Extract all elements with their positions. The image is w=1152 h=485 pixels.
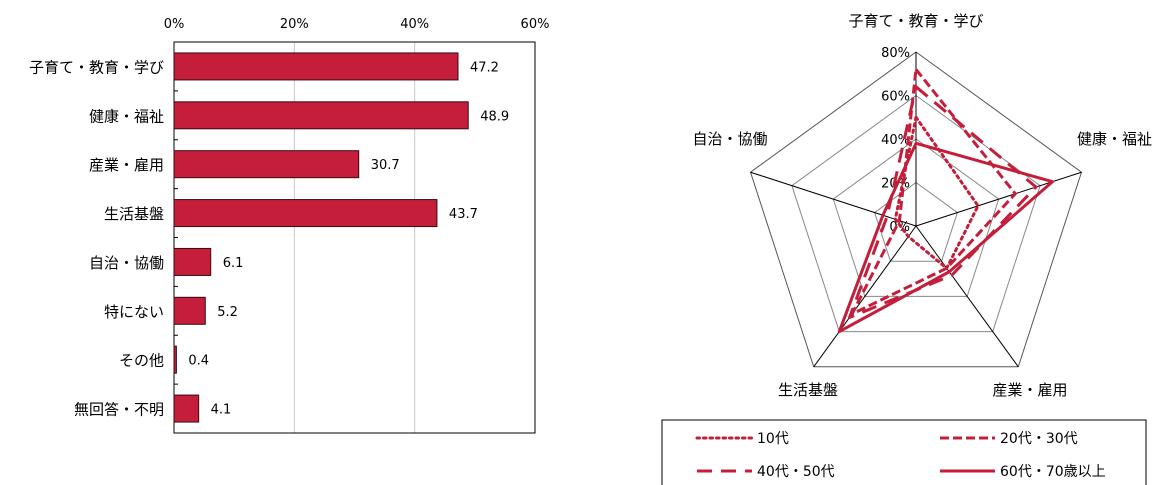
r-tick-label: 80% <box>881 46 910 61</box>
bar <box>173 199 438 228</box>
radar-series-line <box>850 67 1017 316</box>
x-tick-label: 60% <box>521 17 550 32</box>
radar-gridline <box>832 138 1000 297</box>
r-tick-label: 40% <box>881 133 910 148</box>
y-category-label: 自治・協働 <box>89 254 164 272</box>
y-category-label: その他 <box>119 352 164 370</box>
r-tick-label: 20% <box>881 177 910 192</box>
radar-spoke <box>915 171 1082 227</box>
radar-spoke <box>915 225 1019 368</box>
radar-spoke <box>813 225 917 368</box>
radar-axis-label: 健康・福祉 <box>1077 130 1152 148</box>
bar <box>173 52 459 81</box>
y-category-label: 無回答・不明 <box>74 401 164 419</box>
data-label: 30.7 <box>371 158 400 173</box>
r-tick-label: 60% <box>881 90 910 105</box>
radar-series-line <box>848 85 1038 319</box>
legend-label: 10代 <box>757 431 789 447</box>
legend-label: 40代・50代 <box>757 464 835 480</box>
data-label: 6.1 <box>223 256 244 271</box>
data-label: 4.1 <box>211 403 232 418</box>
bar <box>173 101 469 130</box>
y-category-label: 健康・福祉 <box>89 107 164 125</box>
bar-chart: 0% 20% 40% 60% 子育て・教育・学び 47.2 健康・福祉 48.9 産業・雇用 30… <box>29 17 550 434</box>
r-tick-label: 0% <box>889 220 910 235</box>
bar <box>173 247 212 276</box>
legend-label: 20代・30代 <box>1000 431 1078 447</box>
x-tick-label: 20% <box>280 17 309 32</box>
data-label: 48.9 <box>480 109 509 124</box>
radar-axis-label: 生活基盤 <box>778 381 838 399</box>
y-category-label: 生活基盤 <box>104 205 164 223</box>
data-label: 47.2 <box>470 60 499 75</box>
y-category-label: 特にない <box>104 303 164 321</box>
radar-axis-label: 産業・雇用 <box>992 381 1067 399</box>
radar-series-line <box>893 115 980 270</box>
radar-axis-label: 自治・協働 <box>692 130 767 148</box>
data-label: 5.2 <box>217 305 238 320</box>
y-category-label: 産業・雇用 <box>89 156 164 174</box>
x-tick-label: 0% <box>164 17 185 32</box>
legend-label: 60代・70歳以上 <box>1000 464 1106 480</box>
radar-axis-label: 子育て・教育・学び <box>848 12 983 30</box>
y-category-label: 子育て・教育・学び <box>29 58 164 76</box>
radar-gridline <box>791 94 1041 333</box>
radar-gridline <box>749 51 1083 368</box>
data-label: 0.4 <box>188 354 209 369</box>
data-label: 43.7 <box>449 207 478 222</box>
bar <box>173 394 200 423</box>
x-tick-label: 40% <box>400 17 429 32</box>
radar-series-line <box>837 141 1055 334</box>
bar <box>173 345 177 374</box>
radar-spoke <box>750 171 917 227</box>
bar <box>173 296 206 325</box>
bar <box>173 150 360 179</box>
plot-area-frame <box>173 41 536 434</box>
legend-box <box>661 419 1147 485</box>
radar-gridline <box>874 181 958 262</box>
